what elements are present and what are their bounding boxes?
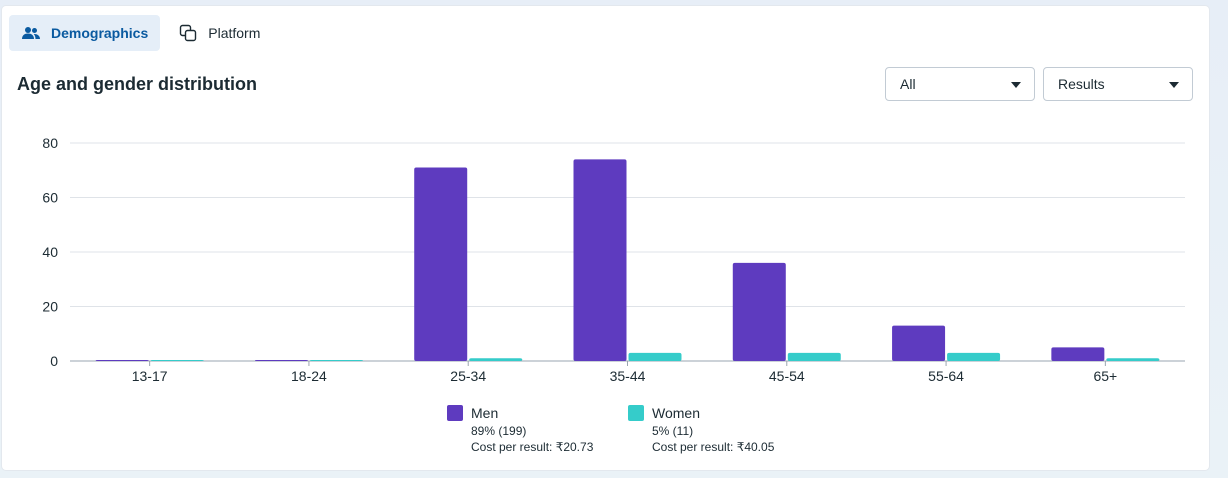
audience-dropdown[interactable]: All bbox=[885, 67, 1035, 101]
demographics-card: Demographics Platform Age and gender dis… bbox=[2, 6, 1209, 470]
x-tick-label: 25-34 bbox=[450, 368, 486, 384]
x-tick-label: 65+ bbox=[1093, 368, 1117, 384]
legend-share-men: 89% (199) bbox=[471, 424, 527, 438]
x-tick-label: 35-44 bbox=[610, 368, 646, 384]
legend-label-women: Women bbox=[652, 405, 700, 421]
legend-swatch-men bbox=[447, 405, 463, 421]
y-tick-label: 0 bbox=[50, 353, 58, 369]
age-gender-bar-chart: 0 20 40 60 80 13-17 18-24 25-34 35-44 45-54 55-64 6… bbox=[42, 135, 1185, 384]
section-title: Age and gender distribution bbox=[17, 74, 258, 94]
copy-icon bbox=[178, 23, 198, 43]
bar-women-25-34 bbox=[469, 358, 523, 361]
legend-swatch-women bbox=[628, 405, 644, 421]
metric-dropdown-value: Results bbox=[1058, 76, 1105, 92]
y-tick-label: 40 bbox=[42, 244, 58, 260]
tab-bar: Demographics Platform bbox=[9, 15, 272, 51]
tab-demographics[interactable]: Demographics bbox=[9, 15, 161, 51]
bar-women-45-54 bbox=[787, 352, 841, 361]
bar-men-65+ bbox=[1051, 347, 1105, 361]
legend-share-women: 5% (11) bbox=[652, 424, 694, 438]
x-tick-label: 55-64 bbox=[928, 368, 964, 384]
bar-women-13-17 bbox=[150, 360, 204, 361]
bar-men-45-54 bbox=[732, 262, 786, 361]
y-tick-label: 60 bbox=[42, 190, 58, 206]
legend-label-men: Men bbox=[471, 405, 499, 421]
audience-dropdown-value: All bbox=[900, 76, 916, 92]
bar-men-55-64 bbox=[892, 325, 946, 361]
x-tick-label: 13-17 bbox=[132, 368, 168, 384]
legend-cost-women: Cost per result: ₹40.05 bbox=[652, 440, 775, 454]
y-tick-label: 80 bbox=[42, 135, 58, 151]
bar-women-55-64 bbox=[947, 352, 1001, 361]
tab-platform-label: Platform bbox=[208, 25, 261, 41]
tab-platform[interactable]: Platform bbox=[166, 15, 272, 51]
x-tick-label: 45-54 bbox=[769, 368, 805, 384]
legend-cost-men: Cost per result: ₹20.73 bbox=[471, 440, 594, 454]
y-tick-label: 20 bbox=[42, 299, 58, 315]
x-tick-label: 18-24 bbox=[291, 368, 327, 384]
caret-down-icon bbox=[1011, 82, 1021, 88]
bar-men-18-24 bbox=[254, 360, 308, 361]
people-icon bbox=[21, 23, 41, 43]
bar-men-35-44 bbox=[573, 159, 627, 361]
bar-men-13-17 bbox=[95, 360, 149, 361]
bar-women-65+ bbox=[1106, 358, 1160, 361]
caret-down-icon bbox=[1169, 82, 1179, 88]
bar-men-25-34 bbox=[414, 167, 468, 361]
bar-women-18-24 bbox=[309, 360, 363, 361]
metric-dropdown[interactable]: Results bbox=[1043, 67, 1193, 101]
bar-women-35-44 bbox=[628, 352, 682, 361]
tab-demographics-label: Demographics bbox=[51, 25, 149, 41]
